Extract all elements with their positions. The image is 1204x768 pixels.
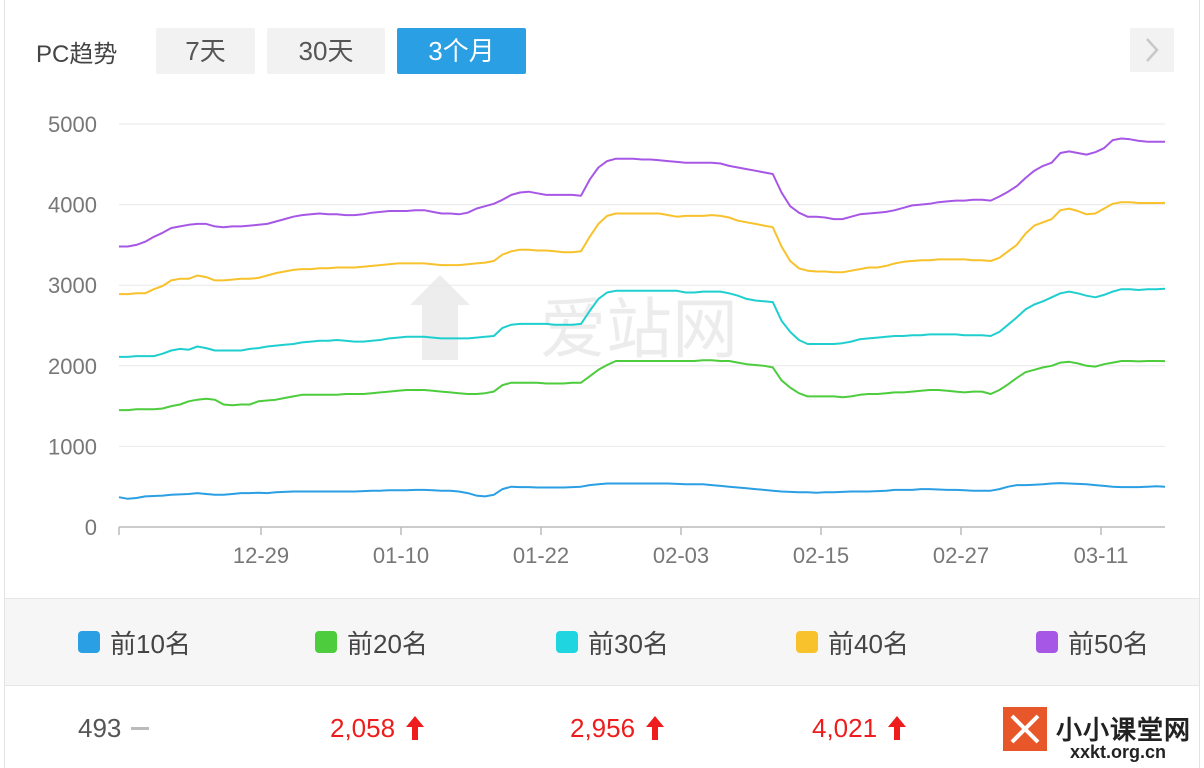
cross-logo-icon bbox=[1010, 714, 1040, 744]
series-line-2 bbox=[119, 359, 1166, 412]
tab-30-days[interactable]: 30天 bbox=[267, 28, 385, 74]
flat-trend-icon bbox=[131, 726, 150, 730]
x-tick-label: 03-11 bbox=[1074, 543, 1129, 568]
y-tick-label: 5000 bbox=[48, 112, 97, 137]
legend-item-top40[interactable]: 前40名 bbox=[796, 626, 909, 659]
y-tick-label: 1000 bbox=[48, 434, 97, 459]
value-top30-number: 2,956 bbox=[570, 712, 636, 743]
x-tick-label: 02-27 bbox=[933, 543, 989, 568]
up-arrow-icon bbox=[646, 716, 665, 740]
y-tick-label: 0 bbox=[85, 515, 97, 540]
legend-swatch-top30 bbox=[556, 631, 578, 653]
y-tick-label: 4000 bbox=[48, 193, 97, 218]
legend-label-top20: 前20名 bbox=[347, 628, 428, 659]
legend-swatch-top20 bbox=[315, 631, 337, 653]
line-chart: 爱站网 0 1000 2000 3000 4000 5000 12-29 01-10 01-2… bbox=[48, 112, 1166, 568]
legend-swatch-top50 bbox=[1036, 631, 1058, 653]
legend-bar bbox=[5, 598, 1199, 686]
tab-3-months[interactable]: 3个月 bbox=[397, 28, 526, 74]
value-top20: 2,058 bbox=[330, 708, 425, 748]
legend-item-top20[interactable]: 前20名 bbox=[315, 626, 428, 659]
legend-swatch-top10 bbox=[78, 631, 100, 653]
chevron-right-icon bbox=[1146, 38, 1159, 62]
series-line-5 bbox=[119, 137, 1165, 248]
value-top20-number: 2,058 bbox=[330, 712, 396, 743]
watermark-logo-icon bbox=[410, 275, 470, 360]
up-arrow-icon bbox=[888, 716, 907, 740]
legend-label-top40: 前40名 bbox=[828, 628, 909, 659]
chart-title: PC趋势 bbox=[36, 41, 118, 68]
legend-swatch-top40 bbox=[796, 631, 818, 653]
legend-item-top50[interactable]: 前50名 bbox=[1036, 626, 1149, 659]
series-line-3 bbox=[119, 287, 1166, 358]
up-arrow-icon bbox=[406, 716, 425, 740]
watermark-text: 爱站网 bbox=[540, 292, 738, 366]
x-tick-label: 02-15 bbox=[793, 543, 849, 568]
y-tick-label: 2000 bbox=[48, 354, 97, 379]
value-top40-number: 4,021 bbox=[812, 712, 878, 743]
value-top10: 493 bbox=[78, 708, 150, 748]
y-tick-label: 3000 bbox=[48, 273, 97, 298]
next-button[interactable] bbox=[1130, 28, 1174, 72]
site-logo-icon bbox=[1003, 707, 1047, 751]
series-line-4 bbox=[119, 201, 1166, 296]
value-top10-number: 493 bbox=[78, 712, 122, 743]
site-watermark-url: xxkt.org.cn bbox=[1070, 742, 1167, 762]
legend-item-top30[interactable]: 前30名 bbox=[556, 626, 669, 659]
tab-7-days[interactable]: 7天 bbox=[156, 28, 255, 74]
x-tick-label: 01-22 bbox=[513, 543, 569, 568]
site-watermark-name: 小小课堂网 bbox=[1056, 715, 1192, 745]
legend-label-top30: 前30名 bbox=[588, 628, 669, 659]
x-tick-label: 02-03 bbox=[653, 543, 709, 568]
x-tick-label: 01-10 bbox=[373, 543, 429, 568]
value-top40: 4,021 bbox=[812, 708, 907, 748]
series-line-1 bbox=[118, 482, 1166, 500]
legend-label-top50: 前50名 bbox=[1068, 628, 1149, 659]
legend-item-top10[interactable]: 前10名 bbox=[78, 626, 191, 659]
chart-header: PC趋势 7天 30天 3个月 bbox=[0, 0, 1204, 100]
watermark: 爱站网 bbox=[410, 275, 738, 366]
x-tick-label: 12-29 bbox=[233, 543, 289, 568]
legend-label-top10: 前10名 bbox=[110, 628, 191, 659]
value-top30: 2,956 bbox=[570, 708, 665, 748]
